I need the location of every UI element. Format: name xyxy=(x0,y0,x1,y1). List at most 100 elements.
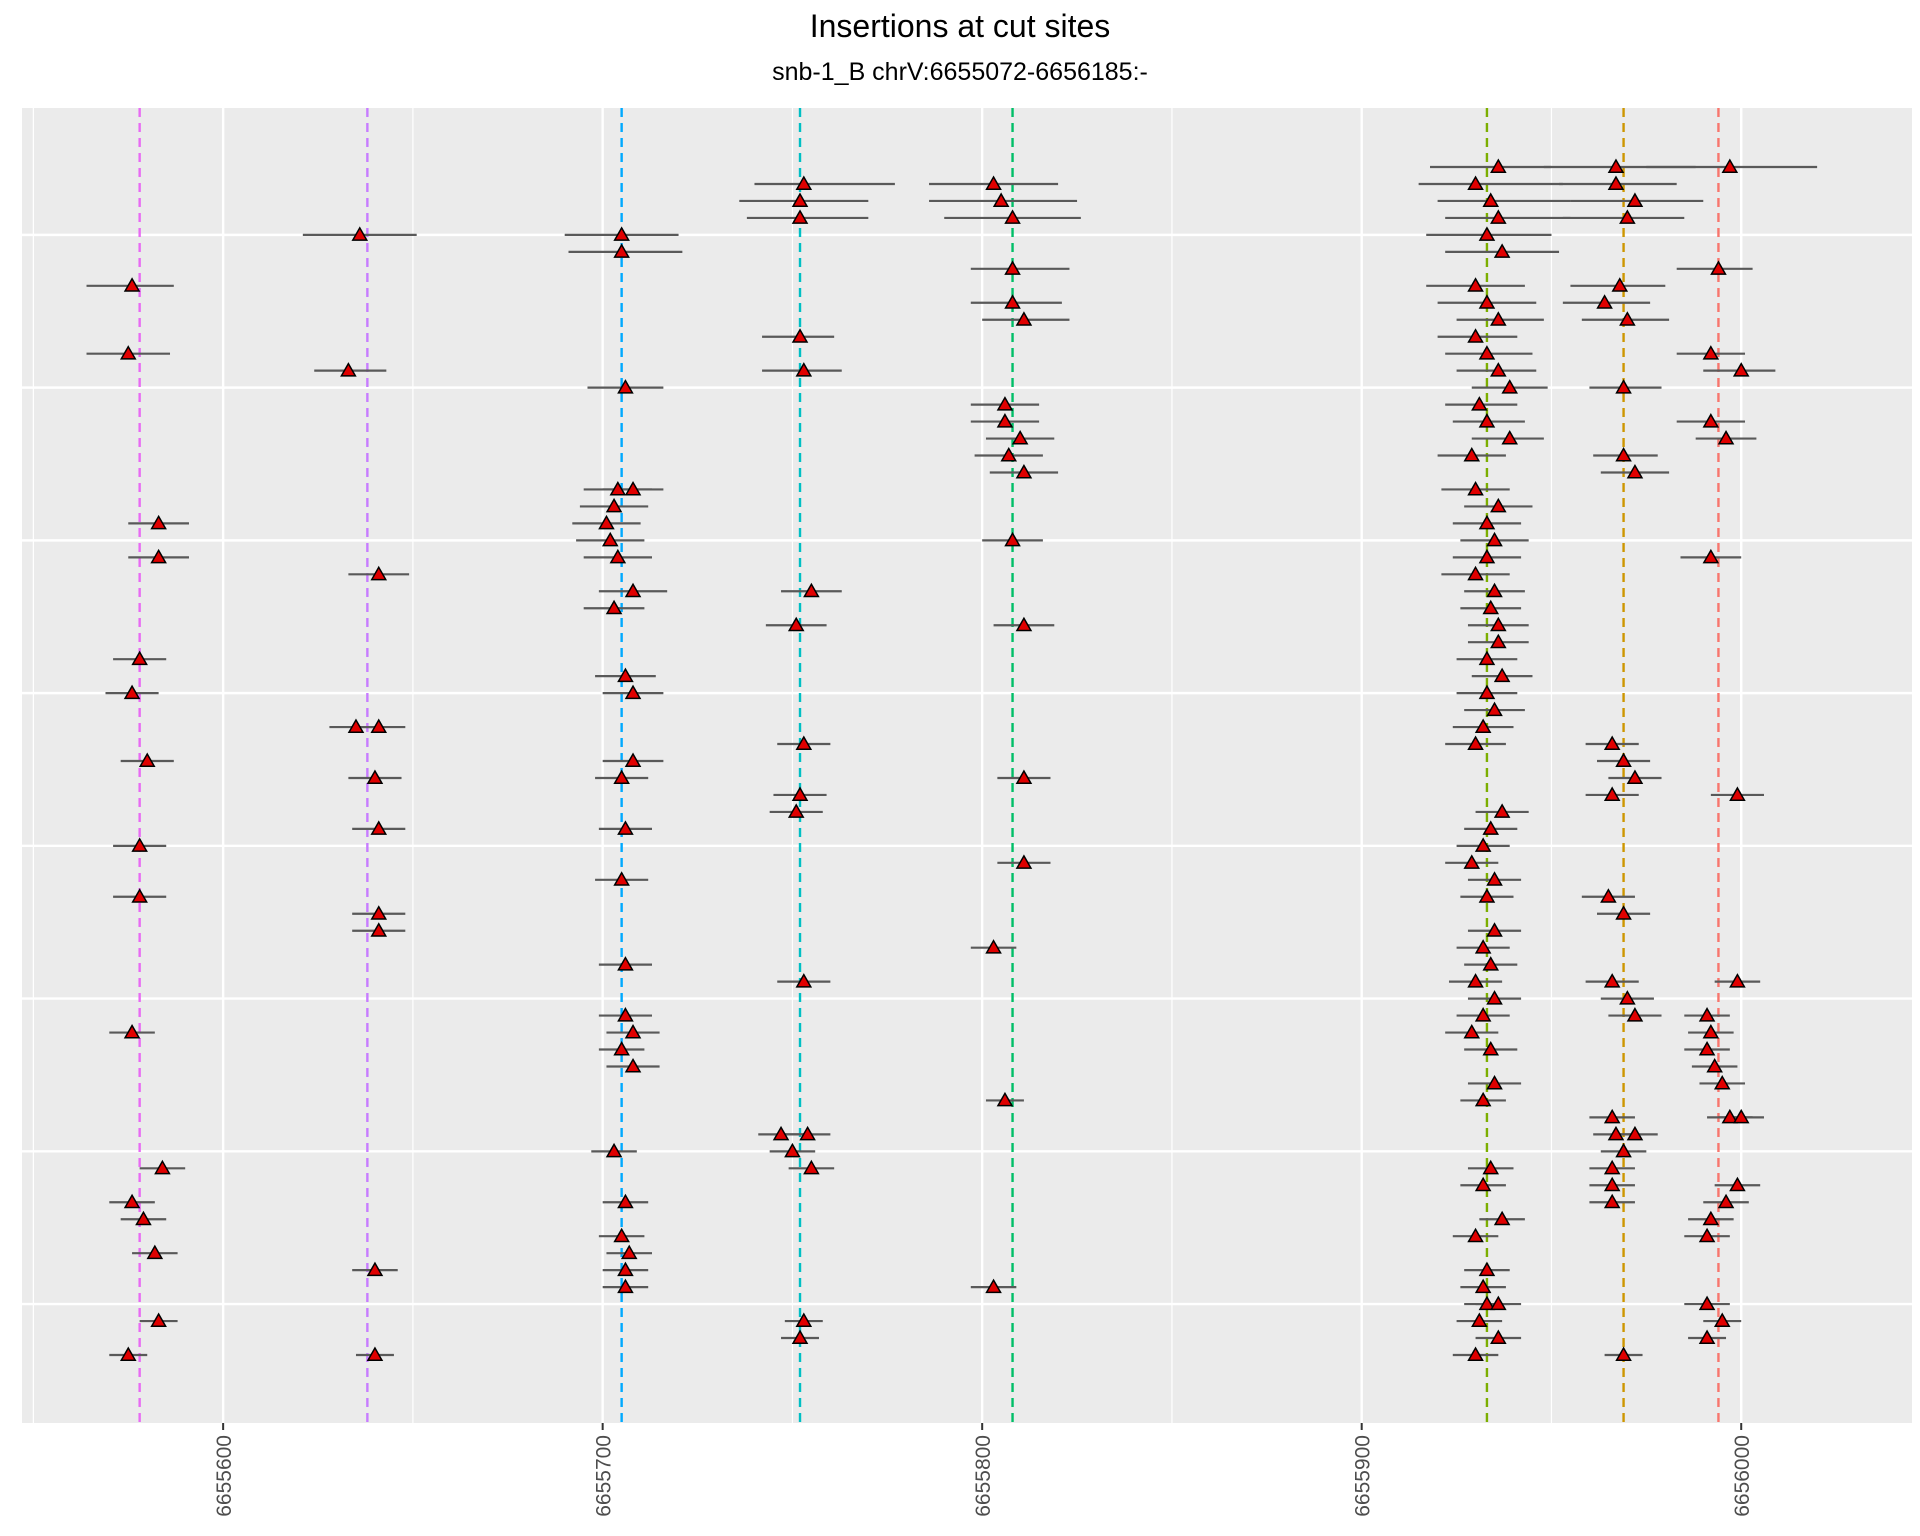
insertion-point xyxy=(1490,1329,1507,1345)
insertion-point xyxy=(1478,345,1496,360)
insertion-point xyxy=(370,718,388,734)
insertion-point xyxy=(1478,1295,1496,1311)
insertion-point xyxy=(1486,582,1503,598)
insertion-point xyxy=(123,277,141,292)
insertion-point xyxy=(1702,1024,1720,1039)
insertion-point xyxy=(1015,311,1033,326)
insertion-point xyxy=(1603,735,1621,751)
insertion-point xyxy=(617,820,634,835)
insertion-point xyxy=(609,548,627,564)
insertion-point xyxy=(123,1024,141,1039)
insertion-point xyxy=(366,1261,384,1277)
insertion-point xyxy=(1626,1125,1644,1141)
insertion-point xyxy=(1729,973,1746,988)
insertion-point xyxy=(1490,497,1507,513)
insertion-point xyxy=(617,1261,634,1277)
insertion-point xyxy=(1619,311,1636,326)
insertion-point xyxy=(370,905,388,920)
insertion-point xyxy=(1478,1261,1496,1277)
insertion-point xyxy=(985,939,1002,954)
insertion-point xyxy=(119,345,137,360)
insertion-point xyxy=(791,1329,809,1345)
insertion-point xyxy=(1698,1329,1716,1345)
insertion-point xyxy=(772,1125,790,1141)
insertion-point xyxy=(1702,413,1720,428)
insertion-point xyxy=(1729,786,1746,801)
insertion-point xyxy=(1471,1312,1488,1328)
insertion-point xyxy=(1011,430,1029,445)
insertion-point xyxy=(791,328,809,343)
chart-subtitle: snb-1_B chrV:6655072-6656185:- xyxy=(772,58,1148,86)
insertion-point xyxy=(1478,888,1496,903)
insertion-point xyxy=(1490,616,1507,632)
insertion-point xyxy=(1702,1210,1720,1226)
insertion-point xyxy=(613,1040,630,1056)
insertion-point xyxy=(1600,888,1617,903)
insertion-point xyxy=(146,1244,164,1260)
insertion-point xyxy=(154,1159,171,1175)
insertion-point xyxy=(613,226,630,241)
insertion-point xyxy=(613,243,630,258)
insertion-point xyxy=(1493,1210,1511,1226)
insertion-point xyxy=(1501,430,1519,445)
insertion-point xyxy=(1478,514,1496,530)
insertion-point xyxy=(1607,1125,1625,1141)
insertion-point xyxy=(1486,922,1503,937)
insertion-point xyxy=(1721,1108,1739,1124)
insertion-point xyxy=(996,413,1014,428)
insertion-point xyxy=(1615,752,1632,767)
insertion-point xyxy=(351,226,369,241)
insertion-point xyxy=(123,684,141,700)
insertion-point xyxy=(1603,1159,1621,1175)
insertion-point xyxy=(1467,1346,1484,1361)
insertion-point xyxy=(1482,956,1500,971)
insertion-point xyxy=(340,362,357,377)
insertion-point xyxy=(624,1024,642,1039)
insertion-point xyxy=(617,1007,634,1022)
insertion-point xyxy=(131,888,148,903)
insertion-point xyxy=(1474,1007,1492,1022)
insertion-point xyxy=(1004,260,1021,275)
insertion-point xyxy=(1474,1176,1492,1192)
insertion-point xyxy=(1698,1007,1716,1022)
insertion-point xyxy=(1490,362,1507,377)
insertion-point xyxy=(1611,277,1629,292)
insertion-point xyxy=(1474,837,1492,852)
insertion-point xyxy=(1486,1074,1503,1090)
insertion-point xyxy=(1721,158,1739,173)
insertion-point xyxy=(1478,650,1496,666)
insertion-point xyxy=(1482,820,1500,835)
insertion-point xyxy=(620,1244,638,1260)
insertion-point xyxy=(613,769,630,784)
insertion-point xyxy=(1467,277,1484,292)
insertion-point xyxy=(996,1091,1014,1107)
insertion-point xyxy=(1732,362,1750,377)
insertion-point xyxy=(1486,871,1503,886)
x-axis: 6655600 6655700 6655800 6655900 6656000 xyxy=(213,1423,1754,1517)
insertion-point xyxy=(1482,192,1500,207)
insertion-point xyxy=(1463,1024,1481,1039)
insertion-point xyxy=(1603,1108,1621,1124)
insertion-point xyxy=(370,820,388,835)
insertion-point xyxy=(1596,294,1613,309)
insertion-point xyxy=(366,1346,384,1361)
insertion-point xyxy=(1015,463,1033,479)
insertion-point xyxy=(803,582,820,598)
insertion-point xyxy=(1603,1193,1621,1209)
insertion-point xyxy=(131,650,148,666)
insertion-point xyxy=(123,1193,141,1209)
insertion-point xyxy=(366,769,384,784)
x-tick-label: 6656000 xyxy=(1731,1435,1754,1517)
insertion-point xyxy=(119,1346,137,1361)
insertion-point xyxy=(1490,311,1507,326)
insertion-point xyxy=(1501,379,1519,394)
insertion-point xyxy=(791,786,809,801)
insertion-point xyxy=(605,1142,623,1158)
insertion-point xyxy=(609,480,627,496)
insertion-point xyxy=(1467,973,1484,988)
insertion-point xyxy=(1467,1227,1484,1243)
x-tick-label: 6655700 xyxy=(593,1435,616,1517)
insertion-point xyxy=(613,871,630,886)
insertion-point xyxy=(598,514,615,530)
